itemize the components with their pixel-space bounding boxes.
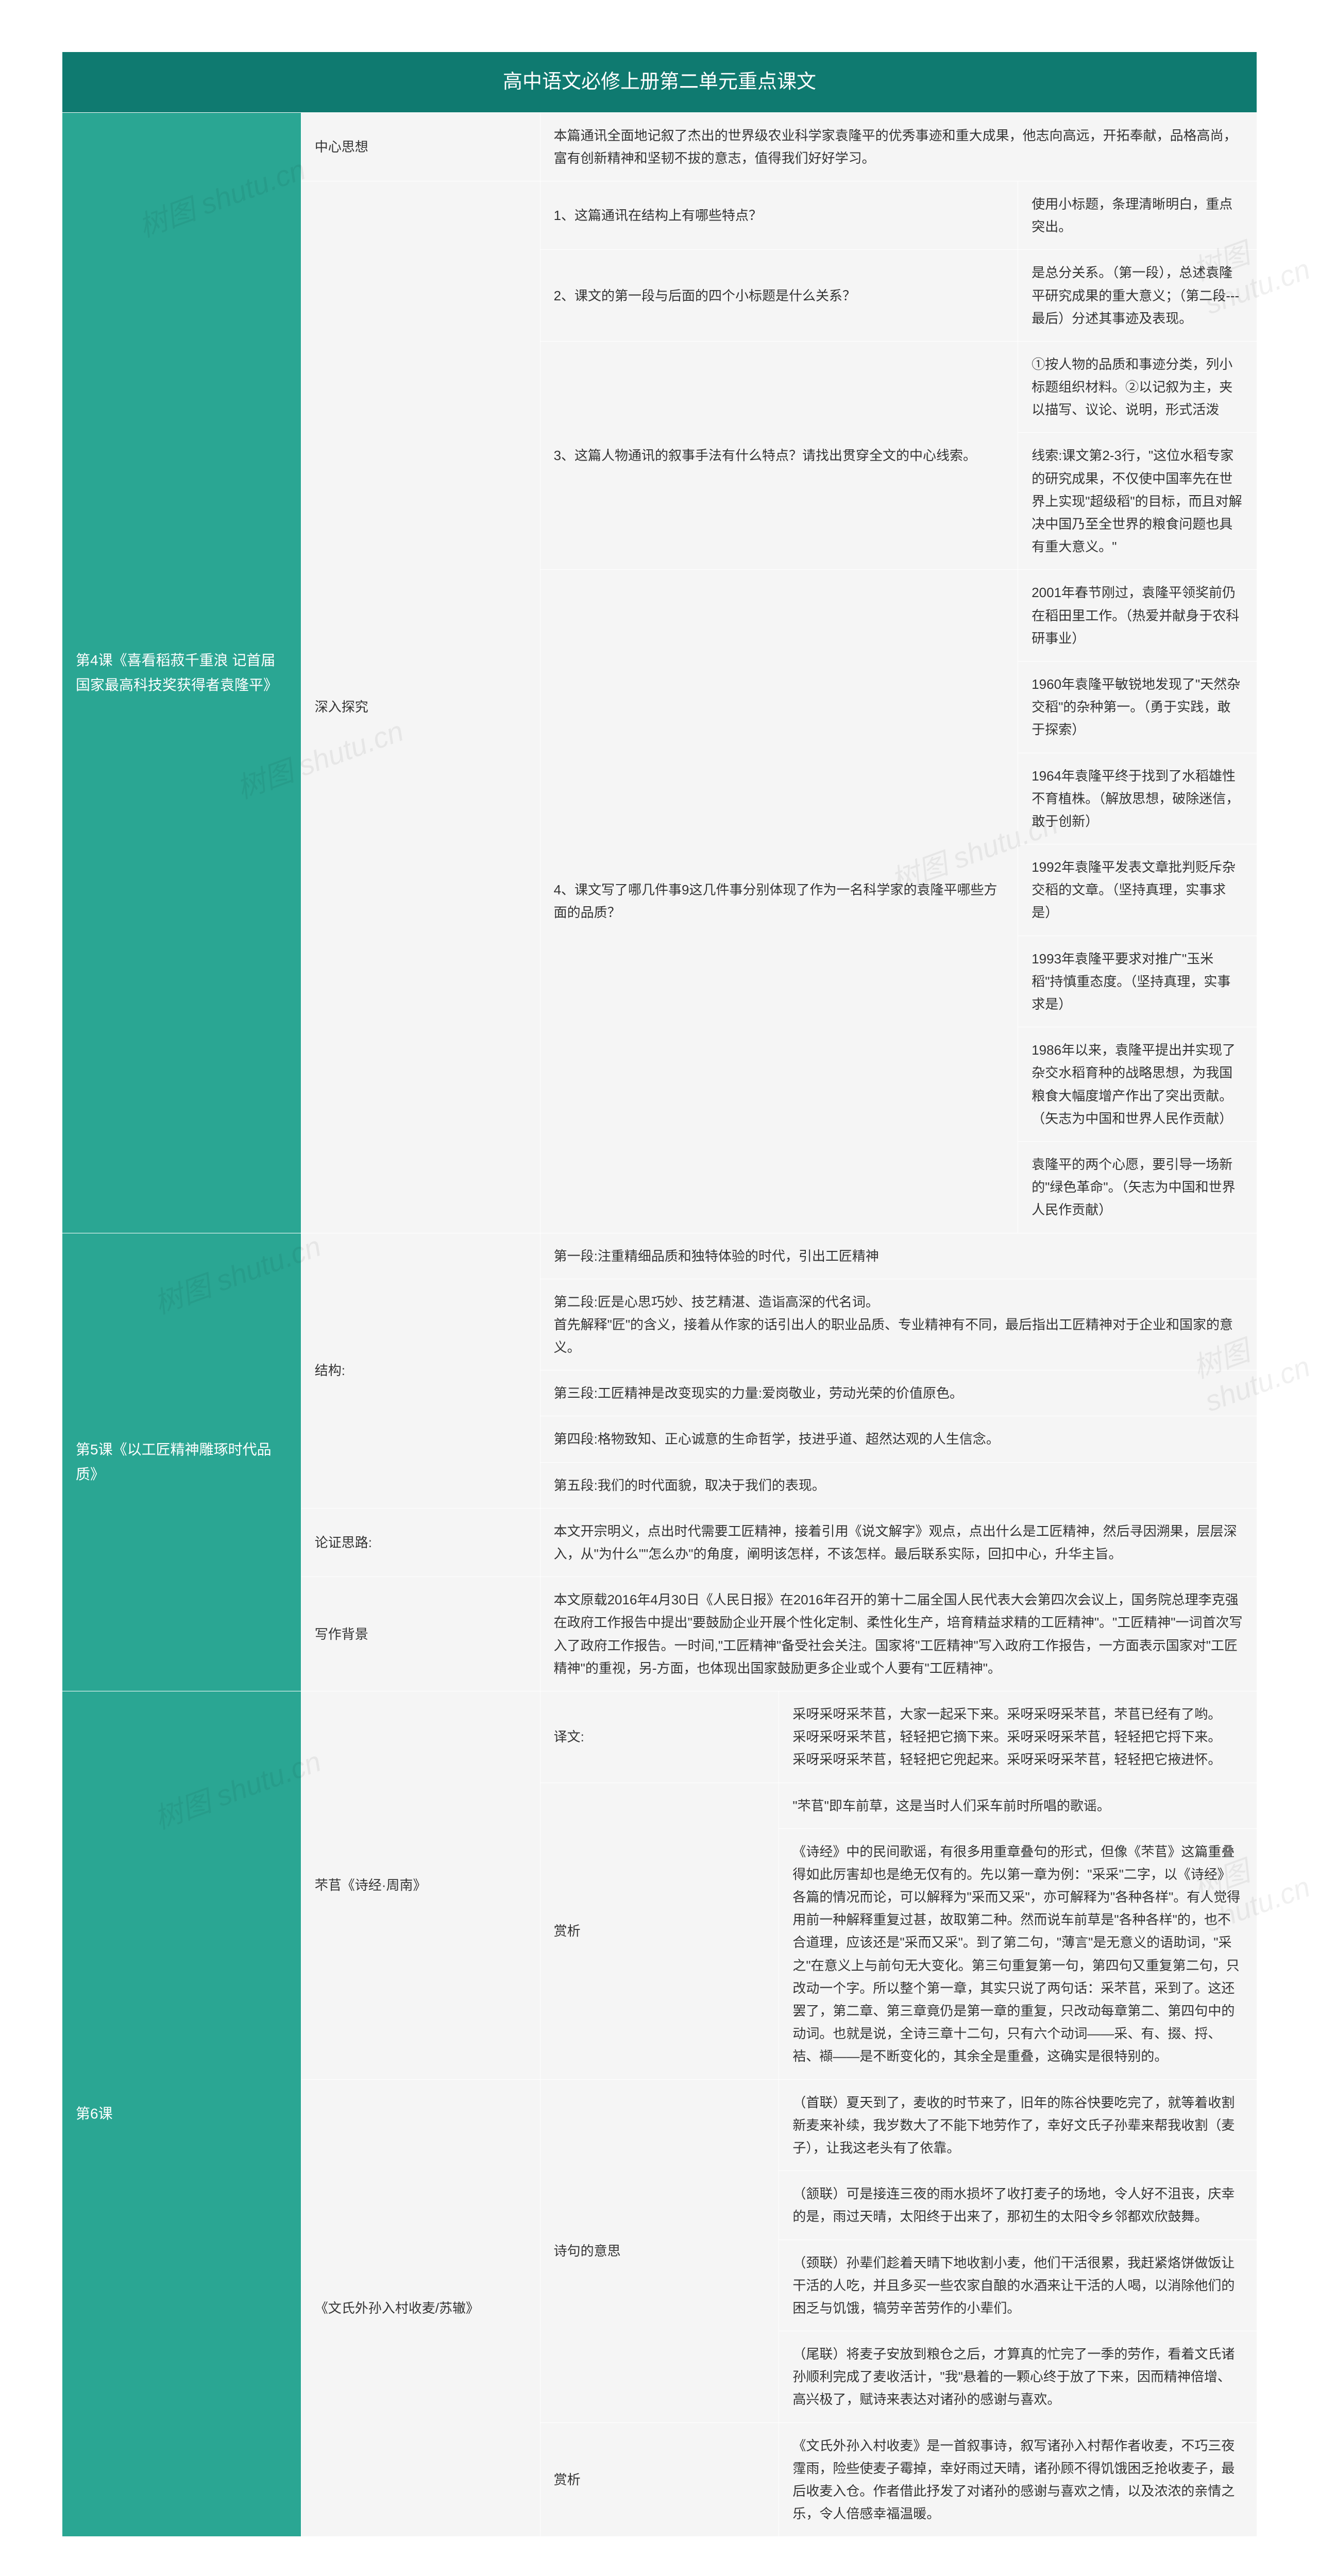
meaning-s4: （尾联）将麦子安放到粮仓之后，才算真的忙完了一季的劳作，看着文氏诸孙顺利完成了麦… [779,2331,1257,2423]
analysis1-label: 赏析 [540,1783,779,2079]
analysis1-a1: "芣苢"即车前草，这是当时人们采车前时所唱的歌谣。 [779,1783,1257,1828]
q2a: 是总分关系。（第一段），总述袁隆平研究成果的重大意义；（第二段---最后）分述其… [1018,250,1257,342]
q3: 3、这篇人物通讯的叙事手法有什么特点？请找出贯穿全文的中心线索。 [540,341,1018,570]
logic-label: 论证思路: [301,1508,540,1577]
lesson6-name: 第6课 [62,1691,301,2536]
central-label: 中心思想 [301,112,540,181]
bg-text: 本文原载2016年4月30日《人民日报》在2016年召开的第十二届全国人民代表大… [540,1577,1257,1691]
structure-label: 结构: [301,1233,540,1508]
q4: 4、课文写了哪几件事9这几件事分别体现了作为一名科学家的袁隆平哪些方面的品质？ [540,570,1018,1233]
q4a1: 2001年春节刚过，袁隆平领奖前仍在稻田里工作。（热爱并献身于农科研事业） [1018,570,1257,662]
s-p1: 第一段:注重精细品质和独特体验的时代，引出工匠精神 [540,1233,1257,1279]
trans-text: 采呀采呀采芣苢，大家一起采下来。采呀采呀采芣苢，芣苢已经有了哟。 采呀采呀采芣苢… [779,1691,1257,1783]
q2: 2、课文的第一段与后面的四个小标题是什么关系？ [540,250,1018,342]
course-table: 高中语文必修上册第二单元重点课文 第4课《喜看稻菽千重浪 记首届国家最高科技奖获… [62,52,1257,2537]
q3a1: ①按人物的品质和事迹分类，列小标题组织材料。②以记叙为主，夹以描写、议论、说明，… [1018,341,1257,433]
poem1-name: 芣苢《诗经·周南》 [301,1691,540,2079]
logic-text: 本文开宗明义，点出时代需要工匠精神，接着引用《说文解字》观点，点出什么是工匠精神… [540,1508,1257,1577]
q3a2: 线索:课文第2-3行，"这位水稻专家的研究成果，不仅使中国率先在世界上实现"超级… [1018,433,1257,570]
s-p3: 第三段:工匠精神是改变现实的力量:爱岗敬业，劳动光荣的价值原色。 [540,1370,1257,1416]
bg-label: 写作背景 [301,1577,540,1691]
s-p5: 第五段:我们的时代面貌，取决于我们的表现。 [540,1462,1257,1508]
q1: 1、这篇通讯在结构上有哪些特点？ [540,181,1018,249]
analysis2-text: 《文氏外孙入村收麦》是一首叙事诗，叙写诸孙入村帮作者收麦，不巧三夜霪雨，险些使麦… [779,2422,1257,2537]
q4a5: 1993年袁隆平要求对推广"玉米稻"持慎重态度。（坚持真理，实事求是） [1018,936,1257,1027]
s-p2: 第二段:匠是心思巧妙、技艺精湛、造诣高深的代名词。 首先解释"匠"的含义，接着从… [540,1279,1257,1370]
meaning-s3: （颈联）孙辈们趁着天晴下地收割小麦，他们干活很累，我赶紧烙饼做饭让干活的人吃，并… [779,2240,1257,2331]
trans-label: 译文: [540,1691,779,1783]
meaning-label: 诗句的意思 [540,2079,779,2422]
s-p4: 第四段:格物致知、正心诚意的生命哲学，技进乎道、超然达观的人生信念。 [540,1416,1257,1462]
q4a2: 1960年袁隆平敏锐地发现了"天然杂交稻"的杂种第一。（勇于实践，敢于探索） [1018,661,1257,753]
meaning-s2: （颔联）可是接连三夜的雨水损坏了收打麦子的场地，令人好不沮丧，庆幸的是，雨过天晴… [779,2171,1257,2240]
q1a: 使用小标题，条理清晰明白，重点突出。 [1018,181,1257,249]
analysis2-label: 赏析 [540,2422,779,2537]
analysis1-a2: 《诗经》中的民间歌谣，有很多用重章叠句的形式，但像《芣苢》这篇重叠得如此厉害却也… [779,1828,1257,2079]
central-text: 本篇通讯全面地记叙了杰出的世界级农业科学家袁隆平的优秀事迹和重大成果，他志向高远… [540,112,1257,181]
explore-label: 深入探究 [301,181,540,1233]
meaning-s1: （首联）夏天到了，麦收的时节来了，旧年的陈谷快要吃完了，就等着收割新麦来补续，我… [779,2079,1257,2171]
q4a6: 1986年以来，袁隆平提出并实现了杂交水稻育种的战略思想，为我国粮食大幅度增产作… [1018,1027,1257,1142]
page-title: 高中语文必修上册第二单元重点课文 [62,52,1257,113]
q4a4: 1992年袁隆平发表文章批判贬斥杂交稻的文章。（坚持真理，实事求是） [1018,844,1257,936]
lesson5-name: 第5课《以工匠精神雕琢时代品质》 [62,1233,301,1691]
lesson4-name: 第4课《喜看稻菽千重浪 记首届国家最高科技奖获得者袁隆平》 [62,112,301,1233]
q4a7: 袁隆平的两个心愿，要引导一场新的"绿色革命"。（矢志为中国和世界人民作贡献） [1018,1141,1257,1233]
poem2-name: 《文氏外孙入村收麦/苏辙》 [301,2079,540,2537]
q4a3: 1964年袁隆平终于找到了水稻雄性不育植株。（解放思想，破除迷信，敢于创新） [1018,753,1257,844]
